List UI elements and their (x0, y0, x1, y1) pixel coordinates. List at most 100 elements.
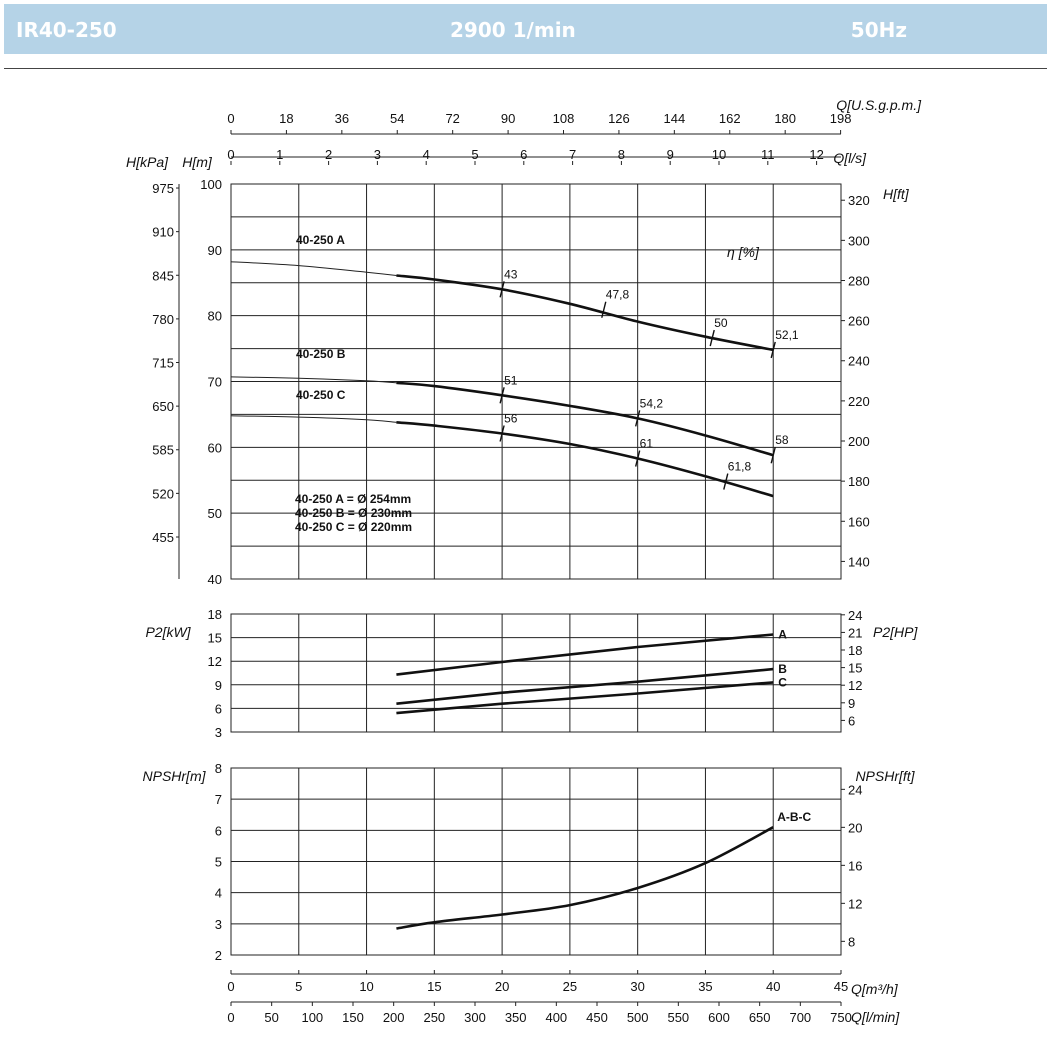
power-kw-axis-title: P2[kW] (145, 624, 191, 640)
head-ft-tick-label: 300 (848, 233, 870, 248)
head-kpa-tick-label: 520 (152, 486, 174, 501)
lmin-tick-label: 50 (264, 1010, 278, 1025)
head-ft-tick-label: 180 (848, 474, 870, 489)
m3h-tick-label: 10 (359, 979, 373, 994)
npsh-ft-tick-label: 24 (848, 782, 862, 797)
lmin-tick-label: 450 (586, 1010, 608, 1025)
head-kpa-tick-label: 780 (152, 312, 174, 327)
lmin-tick-label: 700 (789, 1010, 811, 1025)
npsh-ft-tick-label: 12 (848, 896, 862, 911)
efficiency-mark (770, 341, 776, 359)
head-kpa-tick-label: 975 (152, 181, 174, 196)
efficiency-mark (770, 447, 776, 464)
power-kw-tick-label: 12 (208, 654, 222, 669)
efficiency-mark (634, 450, 641, 467)
power-hp-tick-label: 6 (848, 713, 855, 728)
m3h-tick-label: 25 (563, 979, 577, 994)
lmin-tick-label: 0 (227, 1010, 234, 1025)
head-ft-tick-label: 320 (848, 193, 870, 208)
npsh-m-axis-title: NPSHr[m] (143, 768, 207, 784)
lmin-tick-label: 600 (708, 1010, 730, 1025)
head-m-tick-label: 100 (200, 177, 222, 192)
head-m-axis-title: H[m] (182, 154, 213, 170)
ls-tick-label: 11 (761, 147, 775, 162)
efficiency-label: 50 (714, 316, 728, 330)
power-kw-tick-label: 3 (215, 725, 222, 740)
m3h-tick-label: 40 (766, 979, 780, 994)
usgpm-tick-label: 126 (608, 111, 630, 126)
npsh-m-tick-label: 8 (215, 761, 222, 776)
usgpm-tick-label: 108 (553, 111, 575, 126)
efficiency-mark (709, 329, 715, 347)
head-kpa-axis-title: H[kPa] (126, 154, 169, 170)
ls-tick-label: 5 (471, 147, 478, 162)
usgpm-tick-label: 54 (390, 111, 404, 126)
lmin-tick-label: 350 (505, 1010, 527, 1025)
ls-tick-label: 10 (712, 147, 726, 162)
pump-speed: 2900 1/min (450, 18, 576, 42)
lmin-axis-title: Q[l/min] (851, 1009, 900, 1025)
lmin-tick-label: 200 (383, 1010, 405, 1025)
npsh-ft-axis-title: NPSHr[ft] (855, 768, 915, 784)
efficiency-label: 58 (775, 433, 789, 447)
m3h-tick-label: 20 (495, 979, 509, 994)
head-m-tick-label: 70 (208, 375, 222, 390)
efficiency-label: 54,2 (640, 396, 664, 410)
efficiency-mark (499, 281, 505, 298)
npsh-m-tick-label: 6 (215, 823, 222, 838)
npsh-m-tick-label: 7 (215, 792, 222, 807)
head-kpa-tick-label: 455 (152, 530, 174, 545)
usgpm-tick-label: 0 (227, 111, 234, 126)
ls-tick-label: 0 (227, 147, 234, 162)
power-hp-tick-label: 12 (848, 678, 862, 693)
head-curve (396, 274, 774, 352)
head-curve-extrapolated (230, 376, 397, 384)
head-ft-tick-label: 240 (848, 354, 870, 369)
power-hp-tick-label: 9 (848, 696, 855, 711)
impeller-diameter-note: 40-250 B = Ø 230mm (295, 506, 412, 520)
head-ft-tick-label: 280 (848, 273, 870, 288)
head-ft-axis-title: H[ft] (883, 186, 910, 202)
power-curve-name: A (778, 627, 787, 641)
head-m-tick-label: 80 (208, 309, 222, 324)
impeller-diameter-note: 40-250 A = Ø 254mm (295, 492, 411, 506)
efficiency-mark (634, 410, 641, 427)
npsh-ft-tick-label: 16 (848, 858, 862, 873)
head-m-tick-label: 50 (208, 506, 222, 521)
usgpm-axis-title: Q[U.S.g.p.m.] (836, 97, 922, 113)
header-divider (4, 68, 1047, 69)
power-kw-tick-label: 9 (215, 678, 222, 693)
head-curve-extrapolated (230, 415, 397, 423)
impeller-diameter-note: 40-250 C = Ø 220mm (295, 520, 412, 534)
efficiency-mark (723, 473, 729, 490)
head-kpa-tick-label: 715 (152, 356, 174, 371)
head-ft-tick-label: 140 (848, 554, 870, 569)
mains-frequency: 50Hz (850, 18, 907, 42)
power-hp-tick-label: 24 (848, 608, 862, 623)
power-curve (396, 633, 774, 676)
npsh-m-tick-label: 2 (215, 948, 222, 963)
usgpm-tick-label: 18 (279, 111, 293, 126)
head-ft-tick-label: 220 (848, 394, 870, 409)
head-curve-extrapolated (230, 261, 397, 276)
head-m-tick-label: 60 (208, 440, 222, 455)
ls-tick-label: 8 (618, 147, 625, 162)
ls-tick-label: 3 (374, 147, 381, 162)
efficiency-mark (499, 387, 505, 404)
head-kpa-tick-label: 585 (152, 443, 174, 458)
lmin-tick-label: 100 (301, 1010, 323, 1025)
lmin-tick-label: 250 (423, 1010, 445, 1025)
lmin-tick-label: 500 (627, 1010, 649, 1025)
efficiency-label: 61 (640, 437, 654, 451)
head-m-tick-label: 90 (208, 243, 222, 258)
usgpm-tick-label: 36 (335, 111, 349, 126)
power-frame (230, 613, 842, 733)
power-curve-name: B (778, 662, 787, 676)
npsh-m-tick-label: 4 (215, 886, 222, 901)
lmin-tick-label: 650 (749, 1010, 771, 1025)
power-curve-name: C (778, 675, 787, 689)
head-curve-name: 40-250 A (296, 233, 345, 247)
usgpm-tick-label: 72 (445, 111, 459, 126)
head-m-tick-label: 40 (208, 572, 222, 587)
efficiency-label: 56 (504, 412, 518, 426)
